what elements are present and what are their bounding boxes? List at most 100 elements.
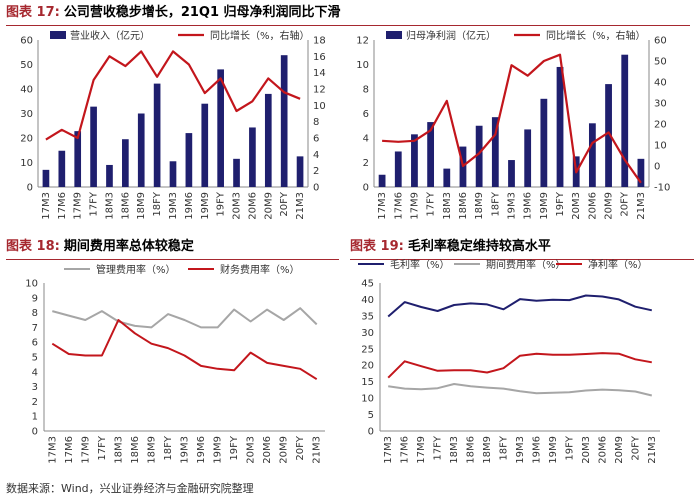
profit-left-tick-label: 4 [363,134,369,145]
margin-x-tick-label: 19FY [564,435,575,460]
expense-legend-label: 管理费用率（%） [96,263,176,276]
margin-y-tick-label: 40 [361,295,374,306]
margin-legend-label: 期间费用率（%） [486,258,566,271]
margin-x-tick-label: 17M9 [416,436,427,464]
expense-series-line [52,307,318,329]
expense-x-tick-label: 20M9 [279,436,290,464]
profit-x-tick-label: 18M9 [474,192,485,220]
revenue-bar [280,55,288,187]
revenue-x-tick-label: 18M9 [136,192,147,220]
chart-19-title: 图表 19: 毛利率稳定维持较高水平 [350,237,694,260]
expense-x-tick-label: 19FY [229,435,240,460]
profit-right-tick-label: 60 [654,36,667,47]
margin-y-tick-label: 10 [361,394,374,405]
margin-y-tick-label: 5 [368,410,374,421]
profit-left-tick-label: 10 [356,60,369,71]
expense-legend-label: 财务费用率（%） [220,263,300,276]
revenue-x-tick-label: 17M6 [57,192,68,220]
profit-right-tick-label: -10 [654,183,670,194]
revenue-left-tick-label: 40 [20,85,33,96]
revenue-bar [296,156,304,187]
revenue-x-tick-label: 18M6 [120,192,131,220]
profit-x-tick-label: 18M6 [458,192,469,220]
profit-bar [378,174,386,187]
profit-left-tick-label: 6 [363,109,369,120]
margin-x-tick-label: 18M6 [466,436,477,464]
expense-x-tick-label: 17M3 [47,436,58,464]
revenue-right-tick-label: 0 [313,183,319,194]
revenue-bar [153,83,161,187]
margin-legend-label: 净利率（%） [588,258,648,271]
margin-x-tick-label: 17M6 [400,436,411,464]
revenue-x-tick-label: 20M3 [232,192,243,220]
chart-17-text: 公司营收稳步增长，21Q1 归母净利润同比下滑 [63,5,341,20]
profit-bar [540,98,548,187]
profit-bar [621,54,629,188]
revenue-bar [90,106,97,187]
revenue-x-tick-label: 19M9 [200,192,211,220]
revenue-x-tick-label: 20M6 [247,192,258,220]
revenue-bar [249,127,256,187]
revenue-right-tick-label: 4 [313,150,319,161]
revenue-right-tick-label: 16 [313,52,326,63]
margin-y-tick-label: 25 [361,344,374,355]
chart-18-text: 期间费用率总体较稳定 [63,239,194,254]
profit-left-tick-label: 0 [363,183,369,194]
profit-x-tick-label: 17M3 [377,192,388,220]
expense-y-tick-label: 7 [32,323,38,334]
profit-x-tick-label: 19M9 [539,192,550,220]
profit-right-tick-label: 50 [654,57,667,68]
revenue-right-tick-label: 14 [313,68,326,79]
margin-x-tick-label: 18FY [499,435,510,460]
profit-bar [556,66,564,187]
expense-x-tick-label: 17M9 [80,436,91,464]
profit-x-tick-label: 19M3 [507,192,518,220]
profit-right-tick-label: 0 [654,162,660,173]
expense-y-tick-label: 3 [32,382,38,393]
margin-y-tick-label: 15 [361,377,374,388]
profit-bar [508,160,515,187]
revenue-bar [233,158,240,187]
revenue-bar [264,93,272,187]
profit-x-tick-label: 19FY [555,191,566,216]
margin-x-tick-label: 20M3 [581,436,592,464]
profit-bar [637,158,645,187]
revenue-x-tick-label: 17M9 [73,192,84,220]
margin-series-line [388,383,653,397]
chart-18-title: 图表 18: 期间费用率总体较稳定 [6,237,339,260]
profit-bar [394,151,402,187]
expense-y-tick-label: 1 [32,412,38,423]
expense-y-tick-label: 4 [32,367,38,378]
revenue-right-tick-label: 18 [313,36,326,47]
revenue-x-tick-label: 19M6 [184,192,195,220]
profit-growth-line [382,53,642,184]
revenue-x-tick-label: 19M3 [168,192,179,220]
revenue-bar [185,133,193,187]
revenue-x-tick-label: 21M3 [295,192,306,220]
revenue-right-tick-label: 10 [313,101,326,112]
profit-right-tick-label: 10 [654,141,667,152]
chart-18-label: 图表 18: [6,239,60,254]
revenue-left-tick-label: 10 [20,158,33,169]
expense-x-tick-label: 18M6 [130,436,141,464]
revenue-left-tick-label: 30 [20,109,33,120]
data-source: 数据来源：Wind，兴业证券经济与金融研究院整理 [6,482,254,495]
revenue-bar [169,161,177,187]
margin-x-tick-label: 17FY [433,435,444,460]
profit-x-tick-label: 20M9 [604,192,615,220]
margin-y-tick-label: 0 [368,427,374,438]
revenue-bar [137,113,145,187]
revenue-right-tick-label: 2 [313,166,319,177]
margin-x-tick-label: 21M3 [647,436,658,464]
revenue-bar [74,131,82,187]
profit-x-tick-label: 17FY [426,191,437,216]
margin-y-tick-label: 45 [361,279,374,290]
margin-x-tick-label: 18M9 [482,436,493,464]
expense-y-tick-label: 6 [32,338,38,349]
expense-x-tick-label: 18M9 [146,436,157,464]
expense-y-tick-label: 10 [25,279,38,290]
revenue-left-tick-label: 0 [27,183,33,194]
expense-y-tick-label: 0 [32,427,38,438]
revenue-bar [217,69,224,187]
profit-bar [491,117,499,187]
